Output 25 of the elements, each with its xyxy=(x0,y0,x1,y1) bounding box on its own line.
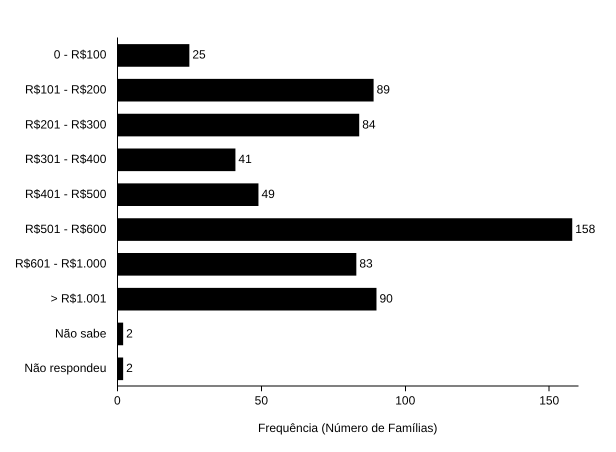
data-label: 41 xyxy=(238,152,252,166)
data-label: 158 xyxy=(575,222,596,236)
x-tick-label: 150 xyxy=(539,394,560,408)
x-tick-label: 0 xyxy=(114,394,122,408)
y-tick-label: Não respondeu xyxy=(24,361,106,376)
data-label: 89 xyxy=(376,82,390,97)
data-label: 90 xyxy=(379,291,394,306)
x-axis-title: Frequência (Número de Famílias) xyxy=(258,421,438,436)
data-label: 83 xyxy=(359,256,374,271)
data-label: 25 xyxy=(192,48,206,62)
data-label: 49 xyxy=(261,187,276,202)
y-tick-label: 0 - R$100 xyxy=(54,48,107,62)
y-tick-label: R$101 - R$200 xyxy=(25,82,107,97)
y-tick-label: R$401 - R$500 xyxy=(25,187,107,202)
y-tick-label: R$201 - R$300 xyxy=(25,117,107,132)
y-tick-label: R$501 - R$600 xyxy=(25,222,107,236)
data-label: 2 xyxy=(126,361,134,376)
y-tick-label: R$301 - R$400 xyxy=(25,152,107,166)
y-tick-label: Não sabe xyxy=(55,326,107,340)
x-tick-label: 50 xyxy=(254,394,268,408)
data-label: 2 xyxy=(126,326,134,340)
x-tick-label: 100 xyxy=(395,394,416,408)
y-tick-label: R$601 - R$1.000 xyxy=(14,256,107,271)
y-tick-label: > R$1.001 xyxy=(50,291,107,306)
data-label: 84 xyxy=(362,117,376,132)
